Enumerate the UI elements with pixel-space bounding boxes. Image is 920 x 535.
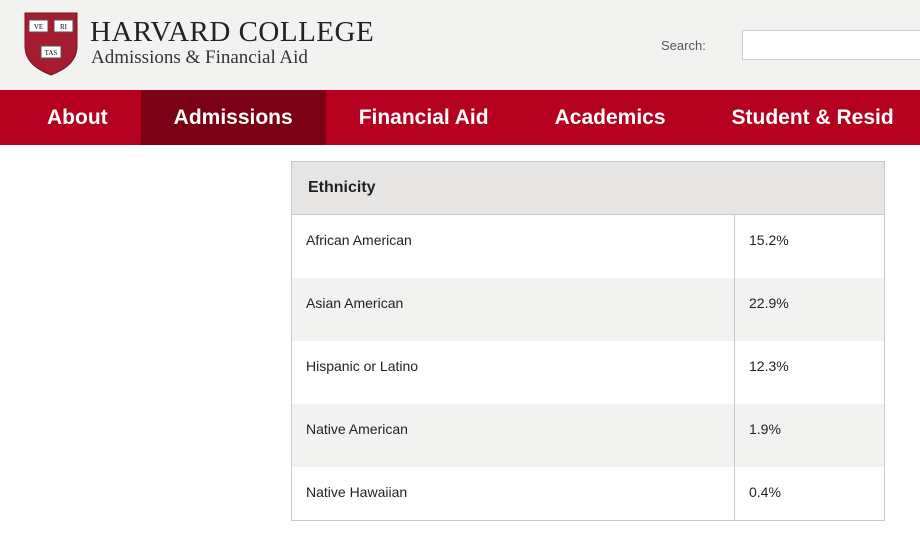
table-row: Native American 1.9% [292, 404, 884, 467]
table-row: Native Hawaiian 0.4% [292, 467, 884, 520]
table-row: Hispanic or Latino 12.3% [292, 341, 884, 404]
table-row: Asian American 22.9% [292, 278, 884, 341]
row-value: 0.4% [749, 484, 781, 500]
ethnicity-table: Ethnicity African American 15.2% Asian Am… [291, 161, 885, 521]
table-header: Ethnicity [292, 162, 884, 215]
table-row: African American 15.2% [292, 215, 884, 278]
nav-academics[interactable]: Academics [554, 106, 666, 129]
nav-student-residential[interactable]: Student & Resid [731, 106, 894, 129]
nav-financial-aid[interactable]: Financial Aid [358, 106, 489, 129]
row-label: Native Hawaiian [292, 467, 735, 520]
row-label: Hispanic or Latino [292, 341, 735, 404]
site-subtitle: Admissions & Financial Aid [91, 47, 308, 68]
row-label: African American [292, 215, 735, 278]
svg-text:TAS: TAS [45, 49, 58, 57]
nav-about[interactable]: About [47, 106, 108, 129]
harvard-shield-logo[interactable]: VE RI TAS [24, 12, 78, 76]
search-input[interactable] [742, 30, 920, 60]
row-value: 15.2% [749, 232, 789, 248]
search-label: Search: [661, 38, 706, 53]
row-value: 12.3% [749, 358, 789, 374]
row-label: Asian American [292, 278, 735, 341]
site-title[interactable]: HARVARD COLLEGE [90, 16, 375, 48]
nav-admissions[interactable]: Admissions [140, 90, 326, 145]
row-value: 1.9% [749, 421, 781, 437]
row-label: Native American [292, 404, 735, 467]
svg-text:VE: VE [34, 23, 43, 31]
site-header: VE RI TAS HARVARD COLLEGE Admissions & F… [0, 0, 920, 90]
main-nav: About Admissions Financial Aid Academics… [0, 90, 920, 145]
row-value: 22.9% [749, 295, 789, 311]
svg-text:RI: RI [60, 23, 68, 31]
